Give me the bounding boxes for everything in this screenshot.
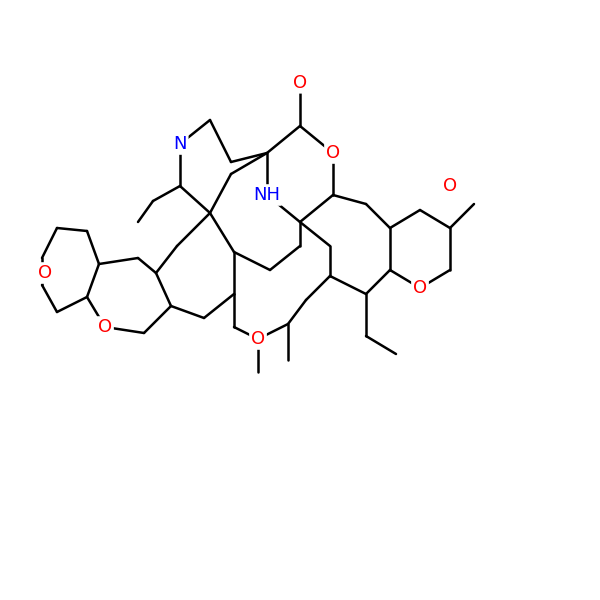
Text: O: O: [326, 144, 340, 162]
Text: N: N: [173, 135, 187, 153]
Text: O: O: [38, 264, 52, 282]
Text: O: O: [413, 279, 427, 297]
Text: O: O: [251, 330, 265, 348]
Text: NH: NH: [254, 186, 281, 204]
Text: O: O: [443, 177, 457, 195]
Text: O: O: [293, 74, 307, 92]
Text: O: O: [98, 318, 112, 336]
